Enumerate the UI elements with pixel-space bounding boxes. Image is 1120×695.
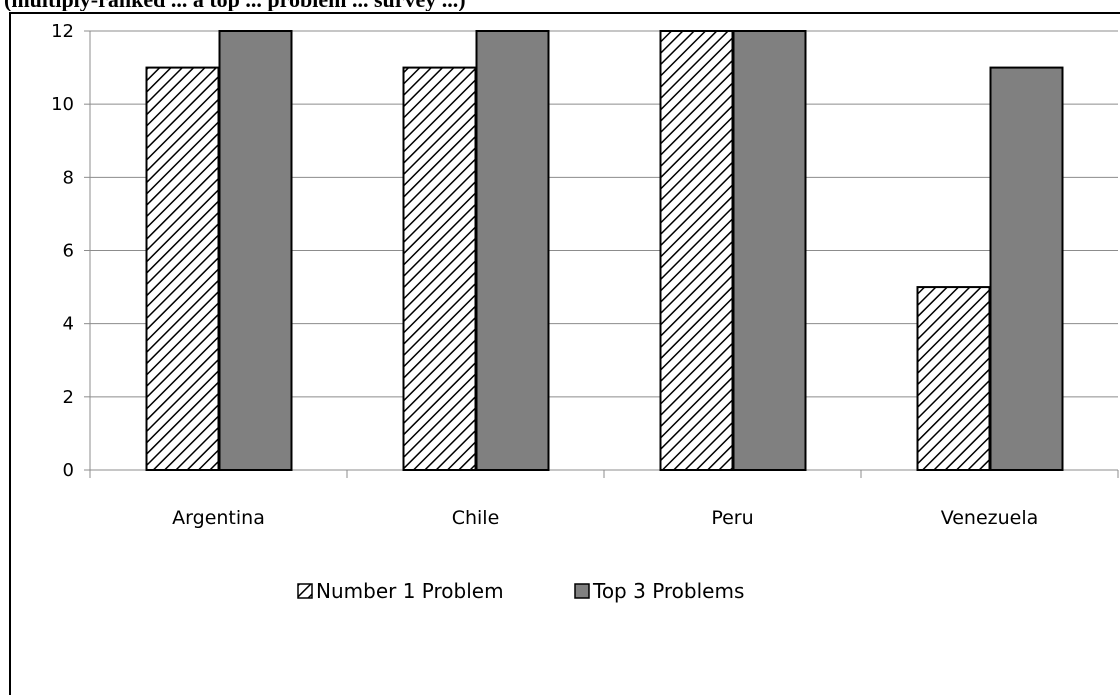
legend: Number 1 Problem Top 3 Problems (297, 579, 744, 603)
chart-frame-left (9, 12, 11, 695)
bar-top-3-problems-venezuela (989, 66, 1064, 471)
bars (145, 30, 1064, 472)
legend-swatch-0 (297, 583, 313, 599)
chart-frame-top (9, 12, 1120, 14)
legend-swatch-1 (574, 583, 590, 599)
legend-label-0: Number 1 Problem (316, 579, 504, 603)
y-axis-ticks: 0 2 4 6 8 10 12 (51, 21, 90, 481)
x-label-argentina: Argentina (172, 507, 265, 529)
legend-label-1: Top 3 Problems (592, 579, 744, 603)
bar-number-1-problem-venezuela (916, 286, 991, 472)
x-label-venezuela: Venezuela (941, 507, 1039, 529)
y-tick-label-4: 4 (63, 314, 74, 335)
bar-number-1-problem-peru (659, 30, 734, 471)
bar-number-1-problem-argentina (145, 66, 220, 471)
bar-top-3-problems-chile (475, 30, 550, 471)
x-label-peru: Peru (711, 507, 753, 529)
y-tick-label-12: 12 (51, 21, 74, 42)
bar-top-3-problems-argentina (218, 30, 293, 471)
y-tick-label-10: 10 (51, 94, 74, 115)
cut-off-title: (multiply-ranked ... a top ... problem .… (4, 0, 1104, 11)
bar-number-1-problem-chile (402, 66, 477, 471)
y-tick-label-2: 2 (63, 387, 74, 408)
x-axis-labels: Argentina Chile Peru Venezuela (172, 507, 1038, 529)
y-tick-label-0: 0 (63, 460, 74, 481)
y-tick-label-8: 8 (63, 167, 74, 188)
y-tick-label-6: 6 (63, 241, 74, 262)
bar-top-3-problems-peru (732, 30, 807, 471)
x-label-chile: Chile (452, 507, 500, 529)
